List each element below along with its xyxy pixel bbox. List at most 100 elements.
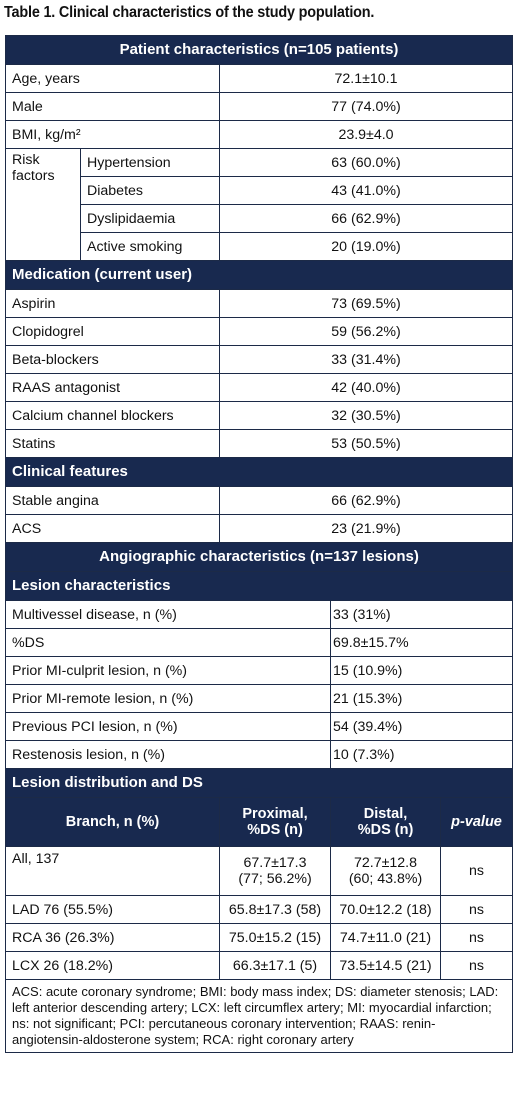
row-label: Age, years [5, 64, 220, 93]
row-value: 33 (31.4%) [219, 345, 513, 374]
section-header-row: Lesion characteristics [5, 571, 513, 601]
table-row: Dyslipidaemia 66 (62.9%) [6, 204, 513, 233]
distal-cell: 73.5±14.5 (21) [330, 951, 441, 980]
pvalue-cell: ns [440, 951, 513, 980]
row-label: Prior MI-culprit lesion, n (%) [5, 656, 331, 685]
proximal-header-line2: %DS (n) [247, 822, 303, 838]
table-row: Clopidogrel 59 (56.2%) [5, 317, 513, 346]
row-label: ACS [5, 514, 220, 543]
branch-cell: LAD 76 (55.5%) [5, 895, 220, 924]
table-row: Stable angina 66 (62.9%) [5, 486, 513, 515]
row-value: 66 (62.9%) [219, 204, 513, 233]
row-label: BMI, kg/m² [5, 120, 220, 149]
branch-cell: LCX 26 (18.2%) [5, 951, 220, 980]
row-label: Clopidogrel [5, 317, 220, 346]
pvalue-column-header: p-value [440, 797, 513, 847]
distal-column-header: Distal, %DS (n) [330, 797, 441, 847]
section-header-row: Patient characteristics (n=105 patients) [5, 35, 513, 65]
characteristics-table: Patient characteristics (n=105 patients)… [5, 35, 513, 1053]
row-value: 33 (31%) [330, 600, 513, 629]
row-label: Beta-blockers [5, 345, 220, 374]
pvalue-cell: ns [440, 895, 513, 924]
footnote-row: ACS: acute coronary syndrome; BMI: body … [5, 979, 513, 1053]
table-title: Table 1. Clinical characteristics of the… [4, 4, 375, 21]
row-value: 23 (21.9%) [219, 514, 513, 543]
table-row: Beta-blockers 33 (31.4%) [5, 345, 513, 374]
risk-factors-label: Risk factors [5, 148, 81, 261]
row-value: 53 (50.5%) [219, 429, 513, 458]
distal-cell: 74.7±11.0 (21) [330, 923, 441, 952]
row-value: 43 (41.0%) [219, 176, 513, 205]
row-value: 32 (30.5%) [219, 401, 513, 430]
row-label: %DS [5, 628, 331, 657]
table-row: LAD 76 (55.5%) 65.8±17.3 (58) 70.0±12.2 … [5, 895, 513, 924]
table-row: %DS 69.8±15.7% [5, 628, 513, 657]
row-label: RAAS antagonist [5, 373, 220, 402]
proximal-cell: 75.0±15.2 (15) [219, 923, 331, 952]
row-label: Calcium channel blockers [5, 401, 220, 430]
clinical-section-header: Clinical features [5, 457, 513, 487]
row-value: 73 (69.5%) [219, 289, 513, 318]
pvalue-cell: ns [440, 846, 513, 896]
row-value: 15 (10.9%) [330, 656, 513, 685]
row-label: Active smoking [80, 232, 220, 261]
row-value: 54 (39.4%) [330, 712, 513, 741]
table-row: Active smoking 20 (19.0%) [6, 232, 513, 261]
distal-value-line2: (60; 43.8%) [348, 871, 423, 887]
distal-cell: 70.0±12.2 (18) [330, 895, 441, 924]
row-label: Stable angina [5, 486, 220, 515]
table-row: RCA 36 (26.3%) 75.0±15.2 (15) 74.7±11.0 … [5, 923, 513, 952]
proximal-cell: 66.3±17.1 (5) [219, 951, 331, 980]
row-label: Prior MI-remote lesion, n (%) [5, 684, 331, 713]
proximal-cell: 65.8±17.3 (58) [219, 895, 331, 924]
row-label: Hypertension [80, 148, 220, 177]
distal-header-line2: %DS (n) [357, 822, 414, 838]
row-label: Statins [5, 429, 220, 458]
section-header-row: Clinical features [5, 457, 513, 487]
patient-section-header: Patient characteristics (n=105 patients) [5, 35, 513, 65]
row-label: Multivessel disease, n (%) [5, 600, 331, 629]
footnote: ACS: acute coronary syndrome; BMI: body … [5, 979, 513, 1053]
proximal-header-line1: Proximal, [242, 806, 308, 822]
proximal-cell: 67.7±17.3 (77; 56.2%) [219, 846, 331, 896]
table-row: Prior MI-culprit lesion, n (%) 15 (10.9%… [5, 656, 513, 685]
proximal-column-header: Proximal, %DS (n) [219, 797, 331, 847]
row-label: Dyslipidaemia [80, 204, 220, 233]
table-row: Diabetes 43 (41.0%) [6, 176, 513, 205]
table-row: Aspirin 73 (69.5%) [5, 289, 513, 318]
table-row: Restenosis lesion, n (%) 10 (7.3%) [5, 740, 513, 769]
row-label: Diabetes [80, 176, 220, 205]
row-value: 23.9±4.0 [219, 120, 513, 149]
row-value: 59 (56.2%) [219, 317, 513, 346]
distal-cell: 72.7±12.8 (60; 43.8%) [330, 846, 441, 896]
row-label: Aspirin [5, 289, 220, 318]
table-row: ACS 23 (21.9%) [5, 514, 513, 543]
pvalue-cell: ns [440, 923, 513, 952]
table-row: Risk factors Hypertension 63 (60.0%) [5, 148, 513, 261]
distribution-section-header: Lesion distribution and DS [5, 768, 513, 798]
row-value: 10 (7.3%) [330, 740, 513, 769]
branch-column-header: Branch, n (%) [5, 797, 220, 847]
table-row: All, 137 67.7±17.3 (77; 56.2%) 72.7±12.8… [5, 846, 513, 896]
table-row: Previous PCI lesion, n (%) 54 (39.4%) [5, 712, 513, 741]
angiographic-section-header: Angiographic characteristics (n=137 lesi… [5, 542, 513, 572]
branch-cell: RCA 36 (26.3%) [5, 923, 220, 952]
table-row: Multivessel disease, n (%) 33 (31%) [5, 600, 513, 629]
table-row: RAAS antagonist 42 (40.0%) [5, 373, 513, 402]
row-value: 72.1±10.1 [219, 64, 513, 93]
section-header-row: Medication (current user) [5, 260, 513, 290]
section-header-row: Angiographic characteristics (n=137 lesi… [5, 542, 513, 572]
medication-section-header: Medication (current user) [5, 260, 513, 290]
table-row: Prior MI-remote lesion, n (%) 21 (15.3%) [5, 684, 513, 713]
distal-header-line1: Distal, [363, 806, 408, 822]
table-row: BMI, kg/m² 23.9±4.0 [5, 120, 513, 149]
row-label: Previous PCI lesion, n (%) [5, 712, 331, 741]
row-value: 42 (40.0%) [219, 373, 513, 402]
column-header-row: Branch, n (%) Proximal, %DS (n) Distal, … [5, 797, 513, 847]
proximal-value-line1: 67.7±17.3 [243, 855, 307, 871]
row-value: 20 (19.0%) [219, 232, 513, 261]
table-row: Male 77 (74.0%) [5, 92, 513, 121]
row-value: 63 (60.0%) [219, 148, 513, 177]
branch-cell: All, 137 [5, 846, 220, 896]
